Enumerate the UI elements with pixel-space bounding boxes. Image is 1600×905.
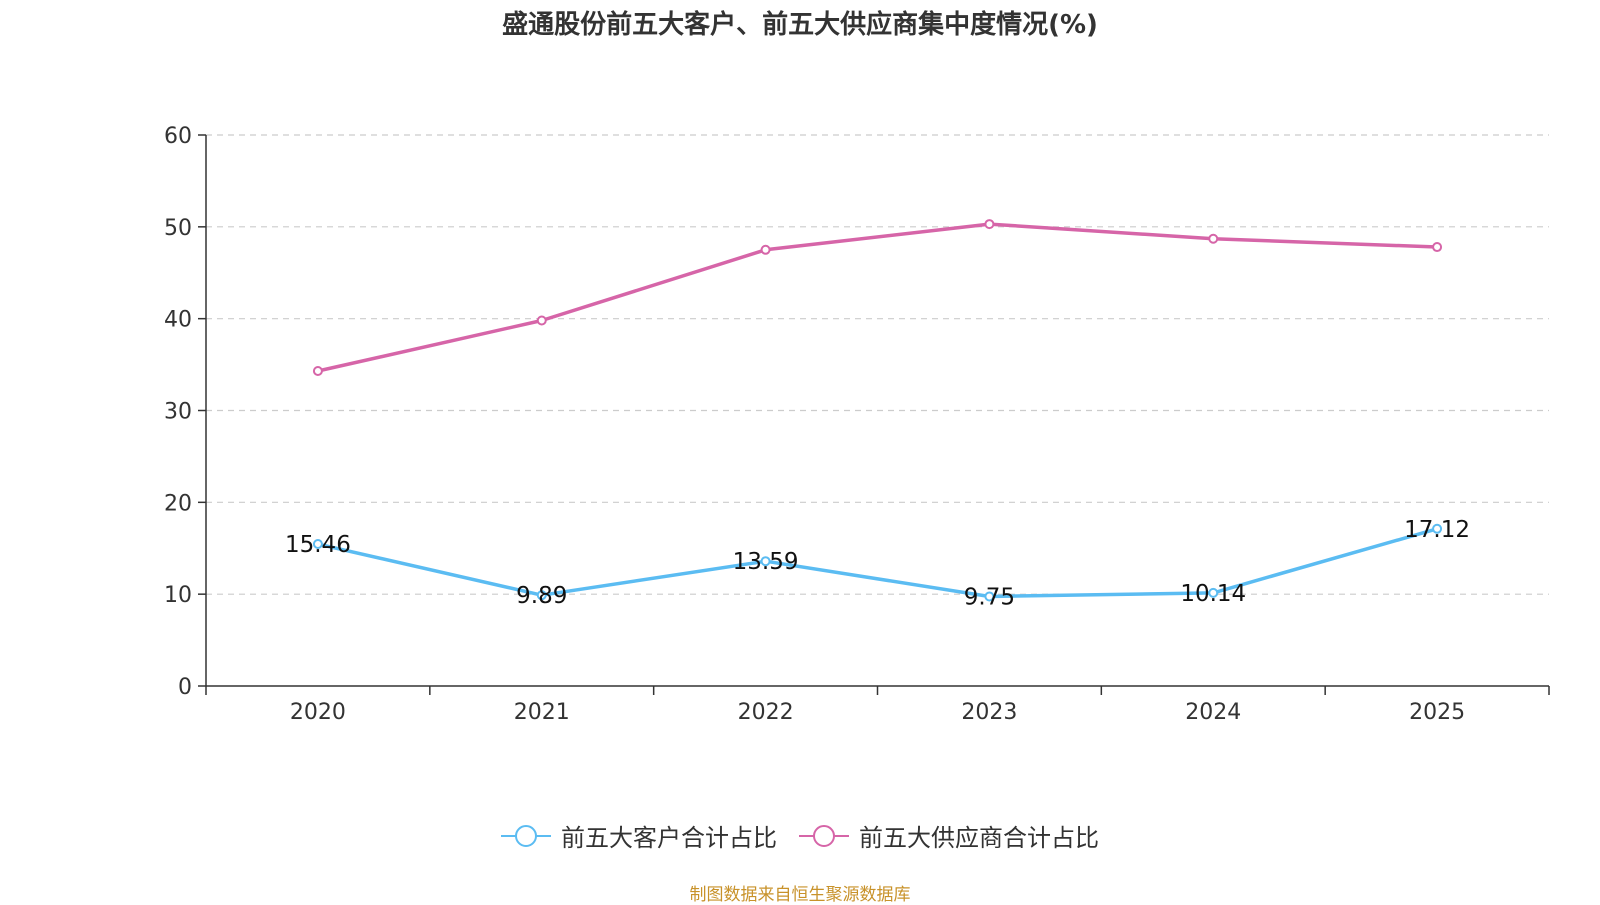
axes: 0 10 20 30 40 50 60 2020 2021 2022 2023 2024 2025 bbox=[164, 124, 1550, 725]
grid-lines bbox=[206, 134, 1549, 595]
x-tick-label: 2021 bbox=[514, 700, 570, 725]
data-label: 10.14 bbox=[1180, 581, 1246, 607]
data-point[interactable] bbox=[1208, 587, 1219, 598]
data-label: 9.89 bbox=[516, 583, 567, 609]
x-tick-label: 2020 bbox=[290, 700, 346, 725]
data-label: 9.75 bbox=[964, 584, 1015, 610]
y-tick-label: 10 bbox=[164, 583, 192, 608]
x-tick-label: 2023 bbox=[961, 700, 1017, 725]
legend-item-customers[interactable]: 前五大客户合计占比 bbox=[501, 818, 777, 853]
data-point[interactable] bbox=[1208, 233, 1219, 244]
data-point[interactable] bbox=[760, 244, 771, 255]
series-line-1 bbox=[317, 222, 1438, 373]
data-point[interactable] bbox=[312, 539, 323, 550]
legend-item-suppliers[interactable]: 前五大供应商合计占比 bbox=[799, 818, 1099, 853]
data-label: 13.59 bbox=[733, 549, 799, 575]
y-tick-label: 40 bbox=[164, 308, 192, 333]
y-tick-label: 60 bbox=[164, 124, 192, 149]
x-tick-label: 2022 bbox=[738, 700, 794, 725]
source-note: 制图数据来自恒生聚源数据库 bbox=[689, 885, 911, 905]
legend: 前五大客户合计占比 前五大供应商合计占比 bbox=[0, 818, 1600, 853]
data-point[interactable] bbox=[984, 219, 995, 230]
legend-label-customers: 前五大客户合计占比 bbox=[561, 824, 777, 852]
data-point[interactable] bbox=[984, 591, 995, 602]
data-point[interactable] bbox=[1432, 523, 1443, 534]
legend-marker-customers-icon bbox=[501, 824, 551, 847]
data-point[interactable] bbox=[1432, 242, 1443, 253]
y-tick-label: 30 bbox=[164, 400, 192, 425]
x-tick-label: 2024 bbox=[1185, 700, 1241, 725]
data-point[interactable] bbox=[312, 366, 323, 377]
series bbox=[312, 219, 1443, 602]
legend-label-suppliers: 前五大供应商合计占比 bbox=[859, 824, 1099, 852]
series-line-0 bbox=[317, 527, 1438, 599]
data-point[interactable] bbox=[536, 315, 547, 326]
legend-marker-suppliers-icon bbox=[799, 824, 849, 847]
y-tick-label: 0 bbox=[178, 675, 192, 700]
data-label: 17.12 bbox=[1404, 517, 1470, 543]
y-tick-label: 50 bbox=[164, 216, 192, 241]
data-labels: 15.46 9.89 13.59 9.75 10.14 17.12 bbox=[285, 517, 1470, 611]
x-tick-label: 2025 bbox=[1409, 700, 1465, 725]
data-label: 15.46 bbox=[285, 532, 351, 558]
y-tick-label: 20 bbox=[164, 491, 192, 516]
data-point[interactable] bbox=[536, 590, 547, 601]
data-point[interactable] bbox=[760, 556, 771, 567]
chart-title: 盛通股份前五大客户、前五大供应商集中度情况(%) bbox=[502, 10, 1098, 40]
